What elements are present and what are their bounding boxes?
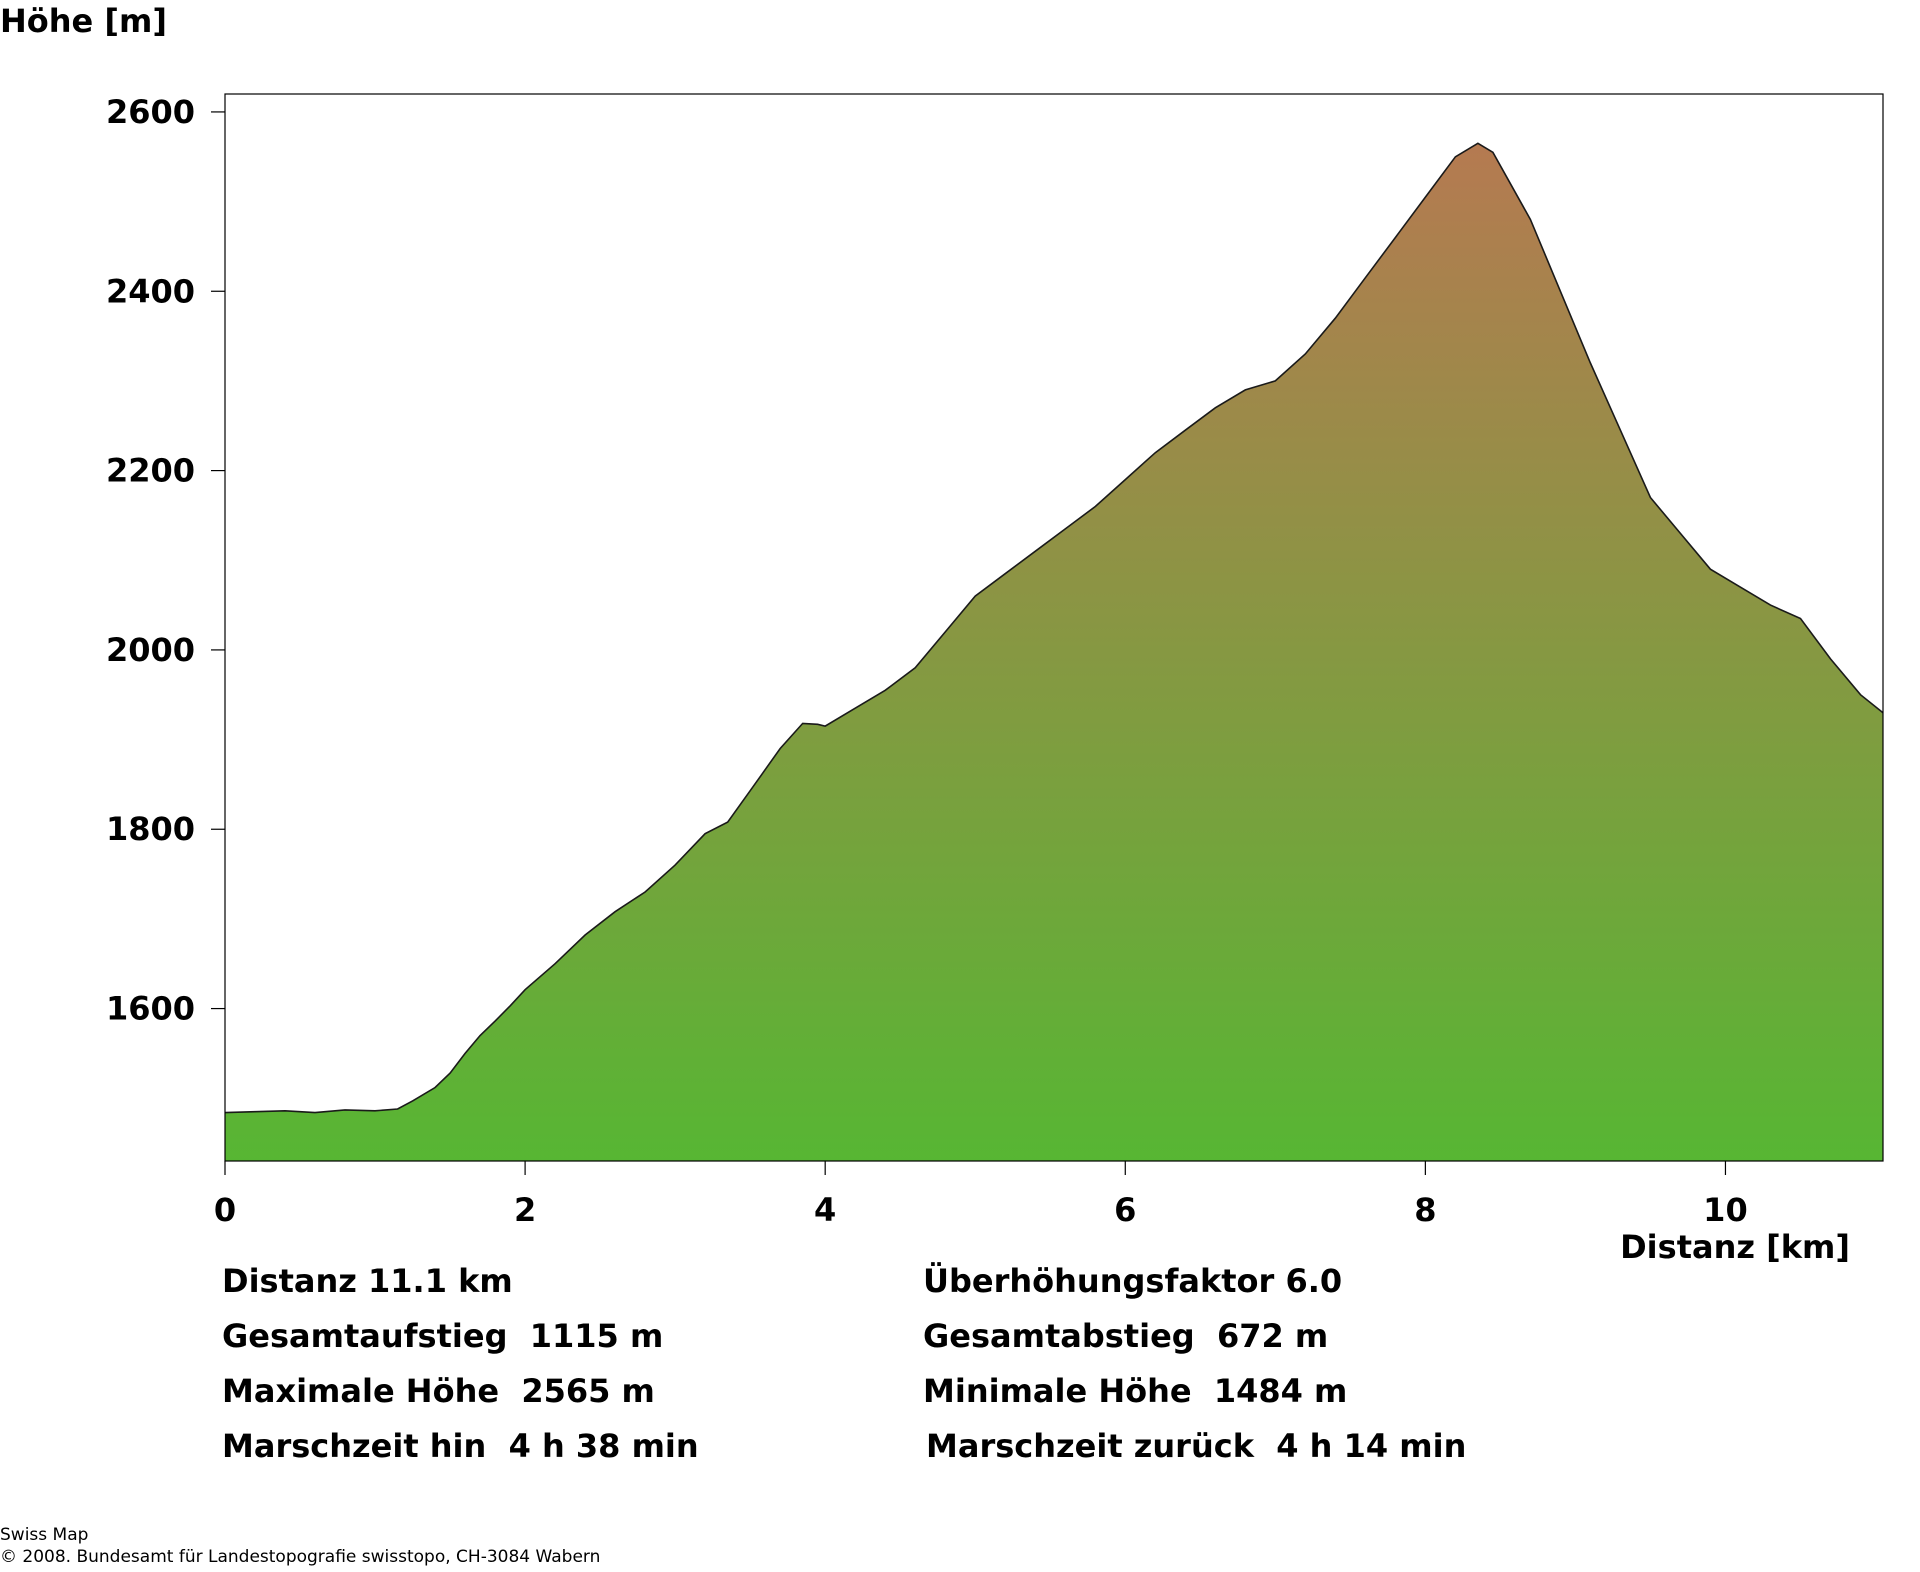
stat-total-ascent: Gesamtaufstieg 1115 m xyxy=(222,1317,664,1355)
stat-distance: Distanz 11.1 km xyxy=(222,1262,513,1300)
x-tick-label: 0 xyxy=(214,1191,236,1229)
x-tick-label: 6 xyxy=(1114,1191,1136,1229)
stat-exaggeration-factor: Überhöhungsfaktor 6.0 xyxy=(923,1262,1343,1300)
x-axis-title: Distanz [km] xyxy=(1620,1228,1850,1266)
y-tick-label: 1800 xyxy=(106,810,195,848)
stat-walk-time-out: Marschzeit hin 4 h 38 min xyxy=(222,1427,699,1465)
x-tick-label: 8 xyxy=(1414,1191,1436,1229)
x-tick-label: 2 xyxy=(514,1191,536,1229)
stat-walk-time-back: Marschzeit zurück 4 h 14 min xyxy=(926,1427,1467,1465)
y-tick-label: 2600 xyxy=(106,93,195,131)
plot-frame xyxy=(224,93,1884,1162)
x-tick-label: 4 xyxy=(814,1191,836,1229)
elevation-line xyxy=(224,142,1884,1114)
stat-min-elevation: Minimale Höhe 1484 m xyxy=(923,1372,1348,1410)
stat-max-elevation: Maximale Höhe 2565 m xyxy=(222,1372,655,1410)
elevation-area xyxy=(225,143,1883,1162)
x-tick-label: 10 xyxy=(1703,1191,1748,1229)
y-tick-label: 1600 xyxy=(106,990,195,1028)
y-tick-label: 2200 xyxy=(106,452,195,490)
footer-source: Swiss Map xyxy=(0,1525,89,1545)
stat-total-descent: Gesamtabstieg 672 m xyxy=(923,1317,1329,1355)
footer-copyright: © 2008. Bundesamt für Landestopografie s… xyxy=(0,1547,601,1567)
y-tick-label: 2000 xyxy=(106,631,195,669)
y-tick-label: 2400 xyxy=(106,272,195,310)
y-axis-title: Höhe [m] xyxy=(0,2,167,40)
